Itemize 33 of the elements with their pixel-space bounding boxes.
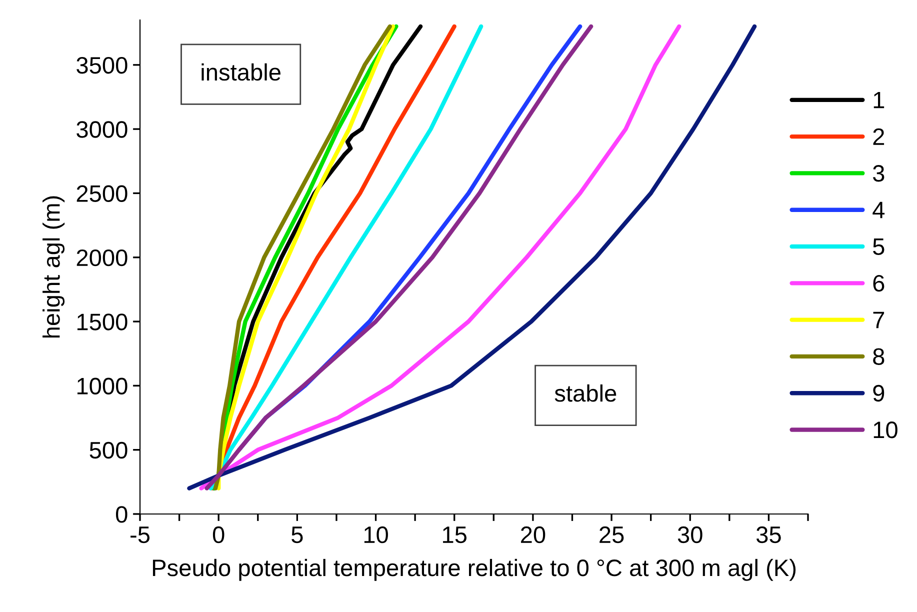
x-tick-label: 20 bbox=[521, 526, 546, 544]
x-tick-label: 35 bbox=[756, 526, 781, 544]
legend-label: 3 bbox=[872, 164, 884, 182]
y-tick-label: 1500 bbox=[77, 314, 128, 330]
legend-label: 8 bbox=[873, 348, 884, 365]
legend-label: 9 bbox=[873, 384, 884, 402]
line-series bbox=[199, 24, 682, 490]
annotation: stable bbox=[554, 384, 616, 402]
legend-label: 4 bbox=[872, 202, 885, 218]
legend-label: 7 bbox=[873, 312, 884, 328]
legend-label: 2 bbox=[873, 128, 884, 145]
y-tick-label: 0 bbox=[116, 506, 128, 523]
x-tick-label: 25 bbox=[600, 526, 624, 544]
y-tick-label: 1000 bbox=[77, 378, 128, 394]
y-tick-label: 2500 bbox=[76, 185, 128, 202]
y-tick-label: 3000 bbox=[76, 121, 128, 138]
x-tick-label: 5 bbox=[292, 526, 303, 544]
x-tick-label: 15 bbox=[443, 526, 466, 544]
y-tick-label: 500 bbox=[90, 442, 128, 459]
x-tick-label: 30 bbox=[678, 526, 702, 544]
x-tick-label: 0 bbox=[212, 526, 224, 544]
annotation: instable bbox=[202, 63, 280, 81]
legend-label: 6 bbox=[873, 274, 884, 292]
x-tick-label: -5 bbox=[130, 526, 150, 544]
legend-label: 10 bbox=[874, 422, 898, 438]
x-tick-label: 10 bbox=[364, 526, 388, 544]
y-tick-label: 3500 bbox=[76, 56, 128, 74]
legend-label: 1 bbox=[874, 92, 884, 108]
legend-label: 5 bbox=[873, 238, 884, 256]
y-tick-label: 2000 bbox=[76, 249, 128, 266]
line-series bbox=[187, 24, 757, 490]
x-axis-title: Pseudo potential temperature relative to 0 °C at 300 m agl (K) bbox=[152, 558, 796, 581]
y-axis-title: height agl (m) bbox=[42, 196, 65, 338]
